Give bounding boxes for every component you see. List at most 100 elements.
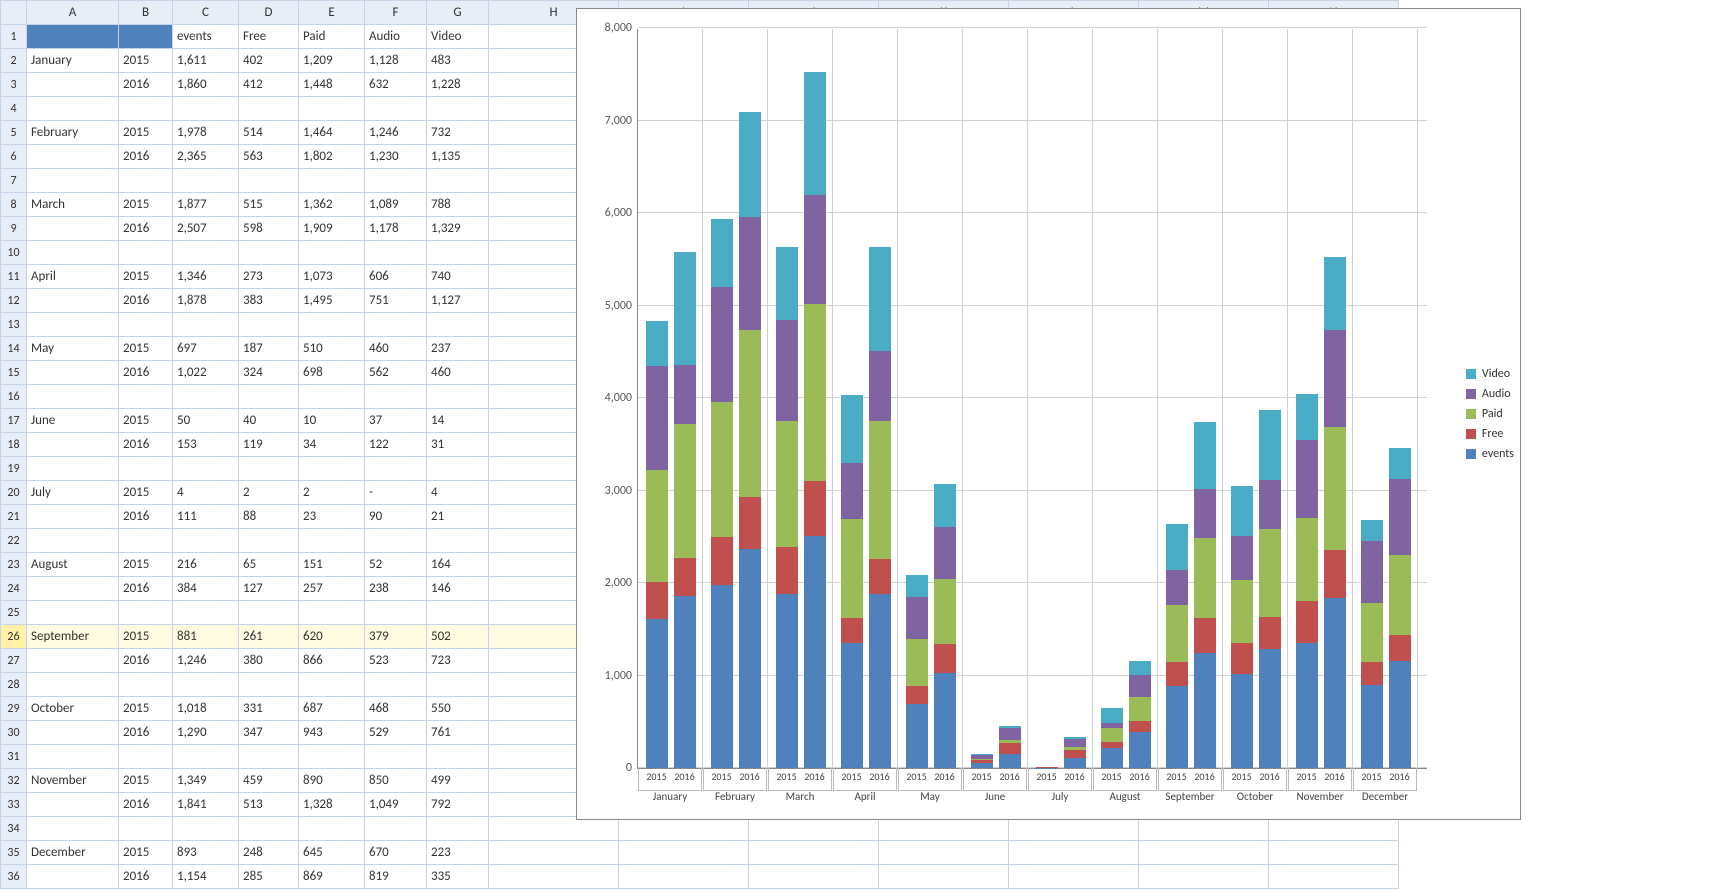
row-header-22[interactable]: 22 bbox=[1, 529, 27, 553]
cell-C4[interactable] bbox=[173, 97, 239, 121]
cell-B18[interactable]: 2016 bbox=[119, 433, 173, 457]
cell-A11[interactable]: April bbox=[27, 265, 119, 289]
cell-D19[interactable] bbox=[239, 457, 299, 481]
cell-G32[interactable]: 499 bbox=[427, 769, 489, 793]
cell-G31[interactable] bbox=[427, 745, 489, 769]
row-header-17[interactable]: 17 bbox=[1, 409, 27, 433]
cell-G17[interactable]: 14 bbox=[427, 409, 489, 433]
bar-april-2015[interactable] bbox=[841, 395, 863, 769]
cell-C30[interactable]: 1,290 bbox=[173, 721, 239, 745]
cell-B33[interactable]: 2016 bbox=[119, 793, 173, 817]
row-header-3[interactable]: 3 bbox=[1, 73, 27, 97]
cell-E13[interactable] bbox=[299, 313, 365, 337]
bar-december-2016[interactable] bbox=[1389, 448, 1411, 768]
cell-G33[interactable]: 792 bbox=[427, 793, 489, 817]
cell-D8[interactable]: 515 bbox=[239, 193, 299, 217]
cell-B22[interactable] bbox=[119, 529, 173, 553]
row-header-2[interactable]: 2 bbox=[1, 49, 27, 73]
row-header-21[interactable]: 21 bbox=[1, 505, 27, 529]
cell-E21[interactable]: 23 bbox=[299, 505, 365, 529]
cell-C29[interactable]: 1,018 bbox=[173, 697, 239, 721]
cell-F5[interactable]: 1,246 bbox=[365, 121, 427, 145]
bar-january-2016[interactable] bbox=[674, 252, 696, 768]
cell-B30[interactable]: 2016 bbox=[119, 721, 173, 745]
cell-D10[interactable] bbox=[239, 241, 299, 265]
cell-G6[interactable]: 1,135 bbox=[427, 145, 489, 169]
cell-C16[interactable] bbox=[173, 385, 239, 409]
cell-A9[interactable] bbox=[27, 217, 119, 241]
column-header-E[interactable]: E bbox=[299, 1, 365, 25]
cell-F24[interactable]: 238 bbox=[365, 577, 427, 601]
cell-F12[interactable]: 751 bbox=[365, 289, 427, 313]
cell-E6[interactable]: 1,802 bbox=[299, 145, 365, 169]
cell-A13[interactable] bbox=[27, 313, 119, 337]
cell-E29[interactable]: 687 bbox=[299, 697, 365, 721]
cell-D13[interactable] bbox=[239, 313, 299, 337]
cell-D31[interactable] bbox=[239, 745, 299, 769]
cell-G2[interactable]: 483 bbox=[427, 49, 489, 73]
cell-F15[interactable]: 562 bbox=[365, 361, 427, 385]
row-header-32[interactable]: 32 bbox=[1, 769, 27, 793]
cell-G25[interactable] bbox=[427, 601, 489, 625]
cell-A33[interactable] bbox=[27, 793, 119, 817]
cell-C15[interactable]: 1,022 bbox=[173, 361, 239, 385]
row-header-30[interactable]: 30 bbox=[1, 721, 27, 745]
cell-K35[interactable] bbox=[879, 841, 1009, 865]
cell-C3[interactable]: 1,860 bbox=[173, 73, 239, 97]
bar-july-2016[interactable] bbox=[1064, 737, 1086, 768]
cell-A5[interactable]: February bbox=[27, 121, 119, 145]
cell-A6[interactable] bbox=[27, 145, 119, 169]
cell-B35[interactable]: 2015 bbox=[119, 841, 173, 865]
cell-E4[interactable] bbox=[299, 97, 365, 121]
cell-G35[interactable]: 223 bbox=[427, 841, 489, 865]
cell-E23[interactable]: 151 bbox=[299, 553, 365, 577]
cell-A30[interactable] bbox=[27, 721, 119, 745]
cell-E27[interactable]: 866 bbox=[299, 649, 365, 673]
cell-D15[interactable]: 324 bbox=[239, 361, 299, 385]
cell-G11[interactable]: 740 bbox=[427, 265, 489, 289]
cell-A35[interactable]: December bbox=[27, 841, 119, 865]
row-header-16[interactable]: 16 bbox=[1, 385, 27, 409]
cell-D25[interactable] bbox=[239, 601, 299, 625]
row-header-25[interactable]: 25 bbox=[1, 601, 27, 625]
cell-N34[interactable] bbox=[1269, 817, 1399, 841]
cell-F31[interactable] bbox=[365, 745, 427, 769]
cell-D24[interactable]: 127 bbox=[239, 577, 299, 601]
cell-F10[interactable] bbox=[365, 241, 427, 265]
cell-H34[interactable] bbox=[489, 817, 619, 841]
cell-G12[interactable]: 1,127 bbox=[427, 289, 489, 313]
row-header-23[interactable]: 23 bbox=[1, 553, 27, 577]
cell-E20[interactable]: 2 bbox=[299, 481, 365, 505]
row-header-19[interactable]: 19 bbox=[1, 457, 27, 481]
cell-E3[interactable]: 1,448 bbox=[299, 73, 365, 97]
cell-G21[interactable]: 21 bbox=[427, 505, 489, 529]
bar-october-2016[interactable] bbox=[1259, 410, 1281, 768]
row-header-1[interactable]: 1 bbox=[1, 25, 27, 49]
cell-A18[interactable] bbox=[27, 433, 119, 457]
cell-G4[interactable] bbox=[427, 97, 489, 121]
cell-G10[interactable] bbox=[427, 241, 489, 265]
bar-april-2016[interactable] bbox=[869, 247, 891, 768]
cell-A29[interactable]: October bbox=[27, 697, 119, 721]
cell-B10[interactable] bbox=[119, 241, 173, 265]
cell-C35[interactable]: 893 bbox=[173, 841, 239, 865]
legend-item-audio[interactable]: Audio bbox=[1466, 387, 1514, 401]
cell-F8[interactable]: 1,089 bbox=[365, 193, 427, 217]
cell-E19[interactable] bbox=[299, 457, 365, 481]
cell-F22[interactable] bbox=[365, 529, 427, 553]
cell-B1[interactable] bbox=[119, 25, 173, 49]
cell-B8[interactable]: 2015 bbox=[119, 193, 173, 217]
cell-B36[interactable]: 2016 bbox=[119, 865, 173, 889]
cell-C6[interactable]: 2,365 bbox=[173, 145, 239, 169]
cell-C2[interactable]: 1,611 bbox=[173, 49, 239, 73]
cell-J35[interactable] bbox=[749, 841, 879, 865]
cell-E16[interactable] bbox=[299, 385, 365, 409]
row-header-11[interactable]: 11 bbox=[1, 265, 27, 289]
cell-D9[interactable]: 598 bbox=[239, 217, 299, 241]
cell-H35[interactable] bbox=[489, 841, 619, 865]
row-header-36[interactable]: 36 bbox=[1, 865, 27, 889]
cell-A24[interactable] bbox=[27, 577, 119, 601]
cell-F19[interactable] bbox=[365, 457, 427, 481]
cell-E30[interactable]: 943 bbox=[299, 721, 365, 745]
cell-B16[interactable] bbox=[119, 385, 173, 409]
